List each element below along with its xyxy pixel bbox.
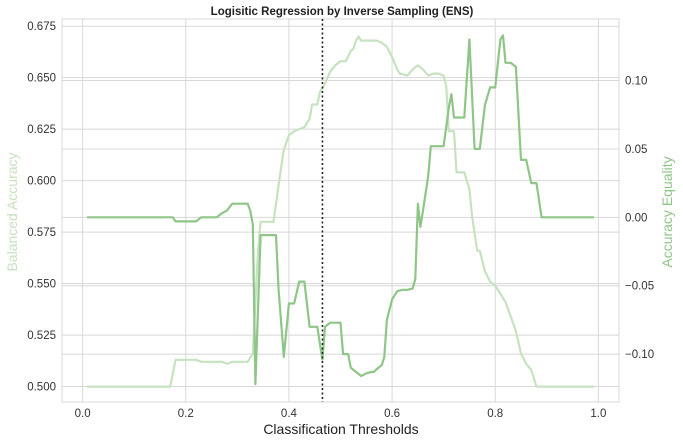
grid (62, 19, 619, 402)
y-left-tick-label: 0.650 (27, 73, 56, 85)
y-right-tick-label: 0.00 (625, 212, 647, 224)
x-tick-label: 0.0 (75, 408, 91, 420)
y-left-tick-label: 0.575 (27, 227, 56, 239)
y-axis-label-left: Balanced Accuracy (4, 152, 20, 271)
x-tick-label: 0.4 (281, 408, 298, 420)
tick-labels: 0.0 0.2 0.4 0.6 0.8 1.0 0.500 0.525 0.550 0.575 0.… (27, 21, 654, 420)
y-left-tick-label: 0.525 (27, 330, 56, 342)
y-left-tick-label: 0.500 (27, 382, 56, 394)
x-tick-label: 0.2 (178, 408, 194, 420)
x-tick-label: 0.8 (487, 408, 503, 420)
x-tick-label: 0.6 (384, 408, 400, 420)
x-axis-label: Classification Thresholds (263, 421, 418, 437)
y-left-tick-label: 0.675 (27, 21, 56, 33)
plot-border (61, 18, 620, 403)
y-right-tick-label: 0.05 (625, 144, 647, 156)
y-right-tick-label: −0.10 (625, 349, 654, 361)
y-left-tick-label: 0.550 (27, 279, 56, 291)
y-axis-label-right: Accuracy Equality (659, 156, 675, 267)
series-layer (86, 34, 595, 388)
plot-frame (61, 18, 620, 403)
y-left-tick-label: 0.600 (27, 176, 56, 188)
accuracy-equality-line (86, 34, 595, 386)
x-tick-label: 1.0 (590, 408, 606, 420)
chart-title: Logisitic Regression by Inverse Sampling… (211, 6, 474, 18)
y-left-tick-label: 0.625 (27, 124, 56, 136)
balanced-accuracy-line (86, 35, 595, 388)
y-right-tick-label: 0.10 (625, 76, 647, 88)
y-right-tick-label: −0.05 (625, 281, 654, 293)
